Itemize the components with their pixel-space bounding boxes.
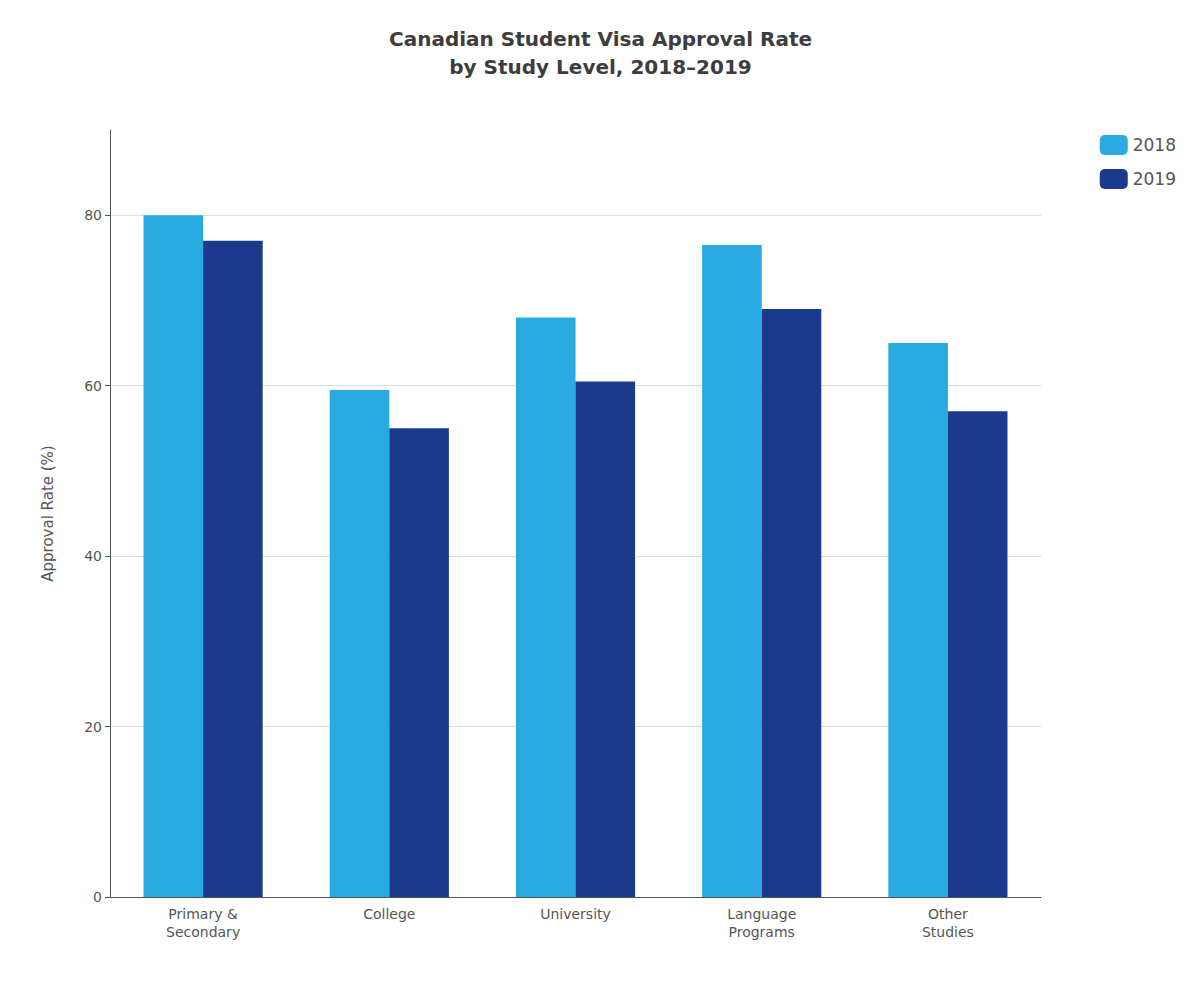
svg-text:20: 20 (84, 719, 102, 735)
svg-text:40: 40 (84, 548, 102, 564)
svg-text:College: College (363, 906, 415, 922)
svg-text:Other: Other (928, 906, 968, 922)
svg-text:Programs: Programs (729, 924, 795, 940)
svg-text:by Study Level, 2018–2019: by Study Level, 2018–2019 (449, 55, 752, 79)
svg-text:Primary &: Primary & (168, 906, 238, 922)
svg-text:Canadian Student Visa Approval: Canadian Student Visa Approval Rate (389, 27, 812, 51)
svg-text:80: 80 (84, 207, 102, 223)
svg-text:Studies: Studies (922, 924, 974, 940)
svg-text:0: 0 (93, 889, 102, 905)
svg-text:University: University (540, 906, 611, 922)
svg-text:60: 60 (84, 378, 102, 394)
svg-text:2018: 2018 (1133, 135, 1176, 155)
svg-text:Approval Rate (%): Approval Rate (%) (39, 445, 57, 581)
svg-text:Language: Language (727, 906, 796, 922)
svg-text:2019: 2019 (1133, 169, 1176, 189)
svg-text:Secondary: Secondary (166, 924, 240, 940)
